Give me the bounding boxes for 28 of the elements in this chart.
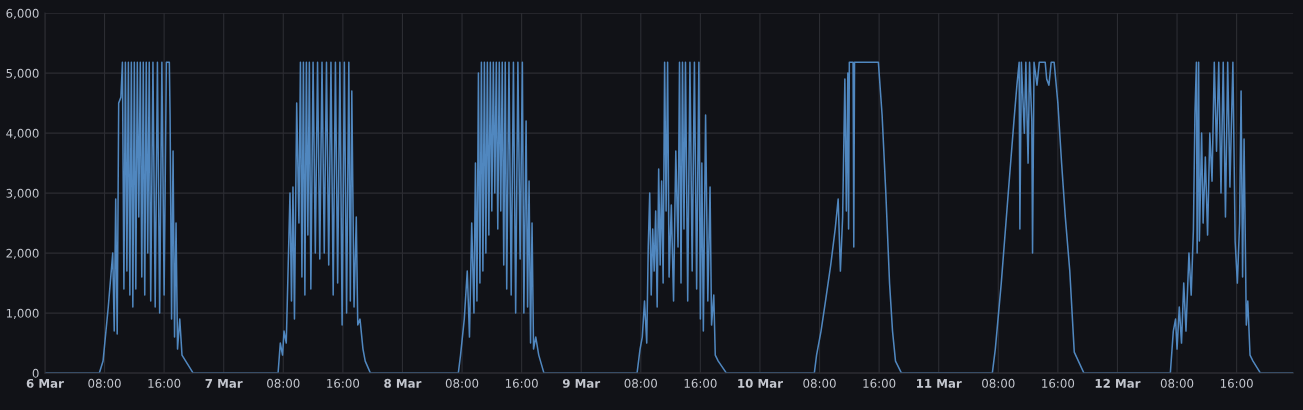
x-tick-label: 8 Mar bbox=[384, 378, 422, 388]
x-tick-label: 6 Mar bbox=[26, 378, 64, 388]
x-tick-label: 12 Mar bbox=[1095, 378, 1141, 388]
x-tick-label: 08:00 bbox=[267, 378, 300, 388]
x-tick-label: 16:00 bbox=[1220, 378, 1253, 388]
y-tick-label: 1,000 bbox=[6, 308, 39, 319]
x-tick-label: 08:00 bbox=[88, 378, 121, 388]
x-tick-label: 08:00 bbox=[1160, 378, 1194, 388]
x-tick-label: 11 Mar bbox=[917, 379, 962, 388]
x-tick-label: 08:00 bbox=[445, 378, 479, 388]
y-tick-label: 6,000 bbox=[6, 8, 39, 19]
x-tick-label: 08:00 bbox=[803, 378, 836, 388]
x-tick-label: 7 Mar bbox=[205, 379, 243, 388]
y-tick-label: 3,000 bbox=[6, 188, 39, 199]
x-tick-label: 16:00 bbox=[1042, 378, 1075, 388]
y-tick-label: 0 bbox=[32, 368, 39, 378]
x-tick-label: 16:00 bbox=[148, 378, 181, 388]
x-tick-label: 08:00 bbox=[982, 378, 1015, 388]
x-tick-label: 16:00 bbox=[684, 378, 717, 388]
y-tick-label: 5,000 bbox=[6, 68, 39, 79]
x-tick-label: 16:00 bbox=[327, 378, 360, 388]
y-tick-label: 2,000 bbox=[6, 248, 39, 259]
x-tick-label: 16:00 bbox=[863, 378, 896, 388]
x-tick-label: 10 Mar bbox=[738, 378, 783, 388]
x-tick-label: 9 Mar bbox=[562, 378, 601, 388]
x-tick-label: 08:00 bbox=[624, 378, 658, 388]
y-tick-label: 4,000 bbox=[6, 128, 39, 139]
x-tick-label: 16:00 bbox=[505, 378, 538, 388]
